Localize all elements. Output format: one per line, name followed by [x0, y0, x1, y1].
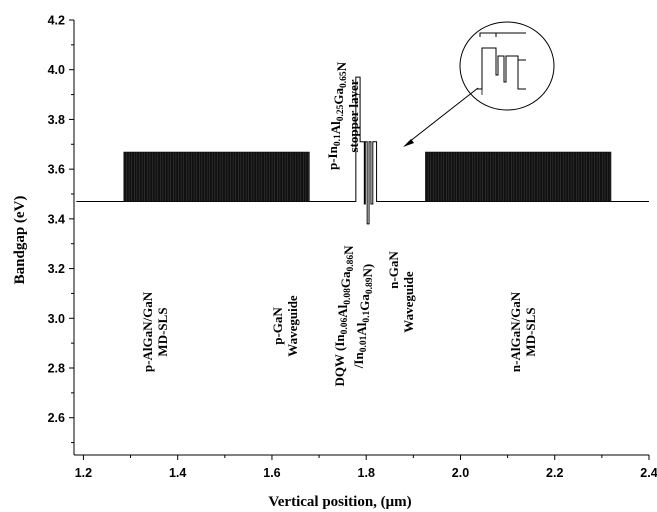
subscript: 0.86: [346, 255, 356, 272]
text-run: Al: [328, 121, 343, 134]
inset-circle: [459, 21, 555, 111]
inset-qw-profile: [477, 47, 526, 90]
annotation-n-gan: n-GaN: [386, 251, 401, 289]
y-axis-title: Bandgap (eV): [12, 196, 28, 285]
text-run: N): [360, 264, 375, 278]
annotation-p-waveguide-line1: p-GaN: [270, 307, 285, 345]
y-tick-label: 3.6: [48, 163, 65, 177]
annotation-dqw: DQW (In0.06Al0.08Ga0.86N /In0.01Al0.1Ga0…: [332, 245, 375, 387]
x-tick-label: 1.6: [263, 466, 280, 480]
p-sls-block-block: [123, 151, 310, 202]
x-tick-label: 1.8: [358, 466, 375, 480]
annotation-dqw-line2: /In0.01Al0.1Ga0.89N): [351, 264, 375, 369]
y-tick-label: 2.6: [48, 411, 65, 425]
subscript: 0.06: [340, 318, 350, 335]
x-tick-label: 1.4: [169, 466, 186, 480]
zoom-inset: [459, 21, 555, 111]
text-run: /In: [351, 352, 366, 370]
inset-top-step: [479, 32, 526, 37]
annotation-p-sls-line2: MD-SLS: [155, 307, 170, 356]
annotation-p-waveguide-line2: Waveguide: [285, 295, 300, 357]
text-run: N: [334, 61, 349, 71]
annotation-n-sls-line1: n-AlGaN/GaN: [508, 291, 523, 372]
y-tick-label: 3.2: [48, 262, 65, 276]
annotation-n-gan-text: n-GaN: [386, 251, 401, 289]
text-run: N: [341, 245, 356, 255]
annotation-p-sls: p-AlGaN/GaN MD-SLS: [140, 291, 170, 372]
plot-area: [76, 76, 649, 225]
annotation-stopper-line2: stopper layer: [346, 79, 361, 152]
subscript: 0.01: [359, 335, 369, 352]
subscript: 0.1: [362, 311, 372, 323]
annotation-n-sls: n-AlGaN/GaN MD-SLS: [508, 291, 538, 372]
subscript: 0.1: [333, 134, 343, 146]
annotation-p-sls-line1: p-AlGaN/GaN: [140, 291, 155, 372]
bandgap-profile-line: [76, 76, 649, 225]
x-axis-title: Vertical position, (μm): [268, 494, 411, 510]
subscript: 0.65: [339, 71, 349, 88]
text-run: Al: [354, 322, 369, 335]
y-tick-label: 4.0: [48, 63, 65, 77]
x-tick-label: 2.0: [452, 466, 469, 480]
annotation-dqw-line1: DQW (In0.06Al0.08Ga0.86N: [332, 245, 356, 387]
subscript: 0.08: [343, 288, 353, 305]
annotation-n-sls-line2: MD-SLS: [523, 307, 538, 356]
y-tick-label: 4.2: [48, 14, 65, 28]
annotation-n-waveguide: Waveguide: [401, 271, 416, 333]
x-tick-label: 1.2: [75, 466, 92, 480]
y-tick-label: 3.8: [48, 113, 65, 127]
annotation-p-waveguide: p-GaN Waveguide: [270, 295, 300, 357]
n-sls-block: [425, 151, 612, 202]
text-run: p-In: [325, 145, 340, 170]
y-tick-label: 3.0: [48, 312, 65, 326]
x-tick-label: 2.2: [546, 466, 563, 480]
text-run: Al: [335, 304, 350, 317]
annotation-stopper: p-In0.1Al0.25Ga0.65N stopper layer: [325, 61, 361, 170]
inset-arrow: [403, 87, 479, 147]
text-run: Ga: [338, 271, 353, 288]
subscript: 0.25: [336, 104, 346, 121]
y-tick-label: 2.8: [48, 362, 65, 376]
n-sls-block-block: [425, 151, 612, 202]
text-run: Ga: [331, 88, 346, 105]
text-run: Ga: [357, 294, 372, 311]
x-tick-label: 2.4: [640, 466, 657, 480]
text-run: DQW (In: [332, 334, 347, 387]
annotation-stopper-line1: p-In0.1Al0.25Ga0.65N: [325, 61, 349, 170]
p-sls-block: [123, 151, 310, 202]
y-tick-label: 3.4: [48, 212, 65, 226]
subscript: 0.89: [365, 277, 375, 294]
axes: 2.6 2.8 3.0 3.2 3.4 3.6 3.8 4.0 4.2 1.2 1.4 1.6 1.8 2…: [48, 14, 657, 481]
annotation-n-waveguide-text: Waveguide: [401, 271, 416, 333]
